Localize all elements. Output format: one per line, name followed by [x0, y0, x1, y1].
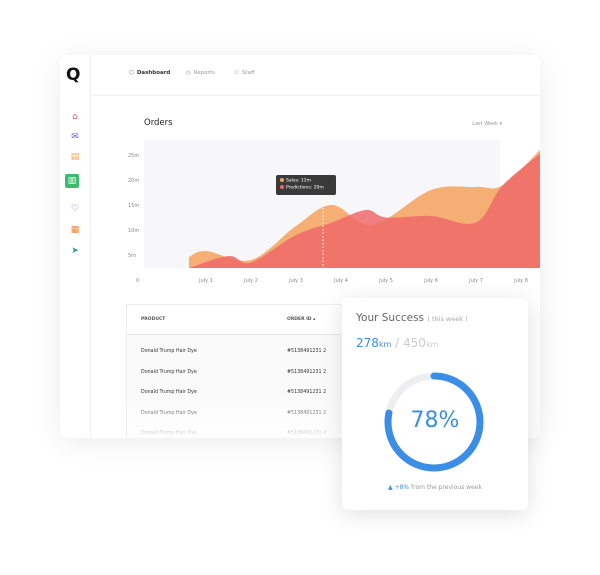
success-title: Your Success ( this week )	[356, 312, 468, 324]
orders-chart: 0 5m 10m 15m 20m 25m July 1 July 2 July 3 July 4 J…	[128, 140, 540, 284]
x-tick: July 1	[198, 278, 213, 284]
heart-icon[interactable]: ♡	[70, 204, 80, 214]
x-tick: July 5	[378, 278, 393, 284]
orders-title: Orders	[144, 118, 173, 128]
x-tick: July 6	[423, 278, 438, 284]
y-tick: 25m	[128, 153, 139, 159]
tab-reports[interactable]: ◷ Reports	[186, 70, 215, 76]
cell-order-id: #5138491231 2	[287, 369, 327, 375]
sidebar: Q ⌂ ✉ ▤ ▥ ♡ ▦ ➤	[60, 55, 91, 438]
success-card: Your Success ( this week ) 278km / 450km…	[342, 298, 528, 510]
x-tick: July 2	[243, 278, 258, 284]
chart-tooltip: Sales: 12m Predictions: 20m	[276, 175, 336, 195]
predictions-dot	[280, 185, 284, 189]
tab-dashboard[interactable]: ⬡ Dashboard	[129, 70, 171, 76]
document-icon[interactable]: ▤	[70, 152, 80, 162]
users-icon: ⚇	[234, 70, 239, 76]
cell-product: Donald Trump Hair Dye	[141, 349, 197, 354]
x-tick: July 3	[288, 278, 303, 284]
y-tick: 15m	[128, 203, 139, 209]
change-text: ▲ +8% from the previous week	[388, 484, 482, 491]
ring-progress	[384, 372, 484, 472]
col-product[interactable]: PRODUCT	[141, 317, 166, 322]
distance: 278km / 450km	[356, 336, 439, 350]
up-arrow-icon: ▲	[388, 484, 393, 491]
send-icon[interactable]: ➤	[71, 246, 79, 256]
range-dropdown[interactable]: Last Week ▾	[472, 121, 502, 127]
x-tick: July 7	[468, 278, 483, 284]
y-tick: 10m	[128, 228, 139, 234]
y-tick: 5m	[128, 253, 136, 259]
calendar-icon[interactable]: ▦	[70, 225, 80, 235]
home-icon[interactable]: ⌂	[72, 112, 78, 122]
dashboard-icon: ⬡	[129, 70, 134, 76]
top-nav: ⬡ Dashboard ◷ Reports ⚇ Staff	[91, 55, 540, 96]
progress-ring	[384, 372, 484, 472]
cell-product: Donald Trump Hair Dye	[141, 369, 197, 375]
percent-label: 78%	[410, 408, 460, 433]
logo: Q	[66, 65, 81, 85]
cell-order-id: #5138491231 2	[287, 349, 327, 354]
x-tick: July 8	[513, 278, 528, 284]
cell-order-id: #5138491231 2	[287, 390, 326, 395]
clock-icon: ◷	[186, 70, 191, 76]
x-tick: July 4	[333, 278, 348, 284]
inbox-icon[interactable]: ✉	[71, 132, 79, 142]
chart-icon[interactable]: ▥	[65, 174, 79, 188]
col-order-id[interactable]: ORDER ID ▴	[287, 317, 316, 322]
series-predictions	[188, 153, 540, 268]
y-tick: 20m	[128, 178, 139, 184]
sales-dot	[280, 178, 284, 182]
tab-staff[interactable]: ⚇ Staff	[234, 70, 255, 76]
cell-product: Donald Trump Hair Dye	[141, 390, 197, 395]
y-tick: 0	[136, 278, 139, 284]
